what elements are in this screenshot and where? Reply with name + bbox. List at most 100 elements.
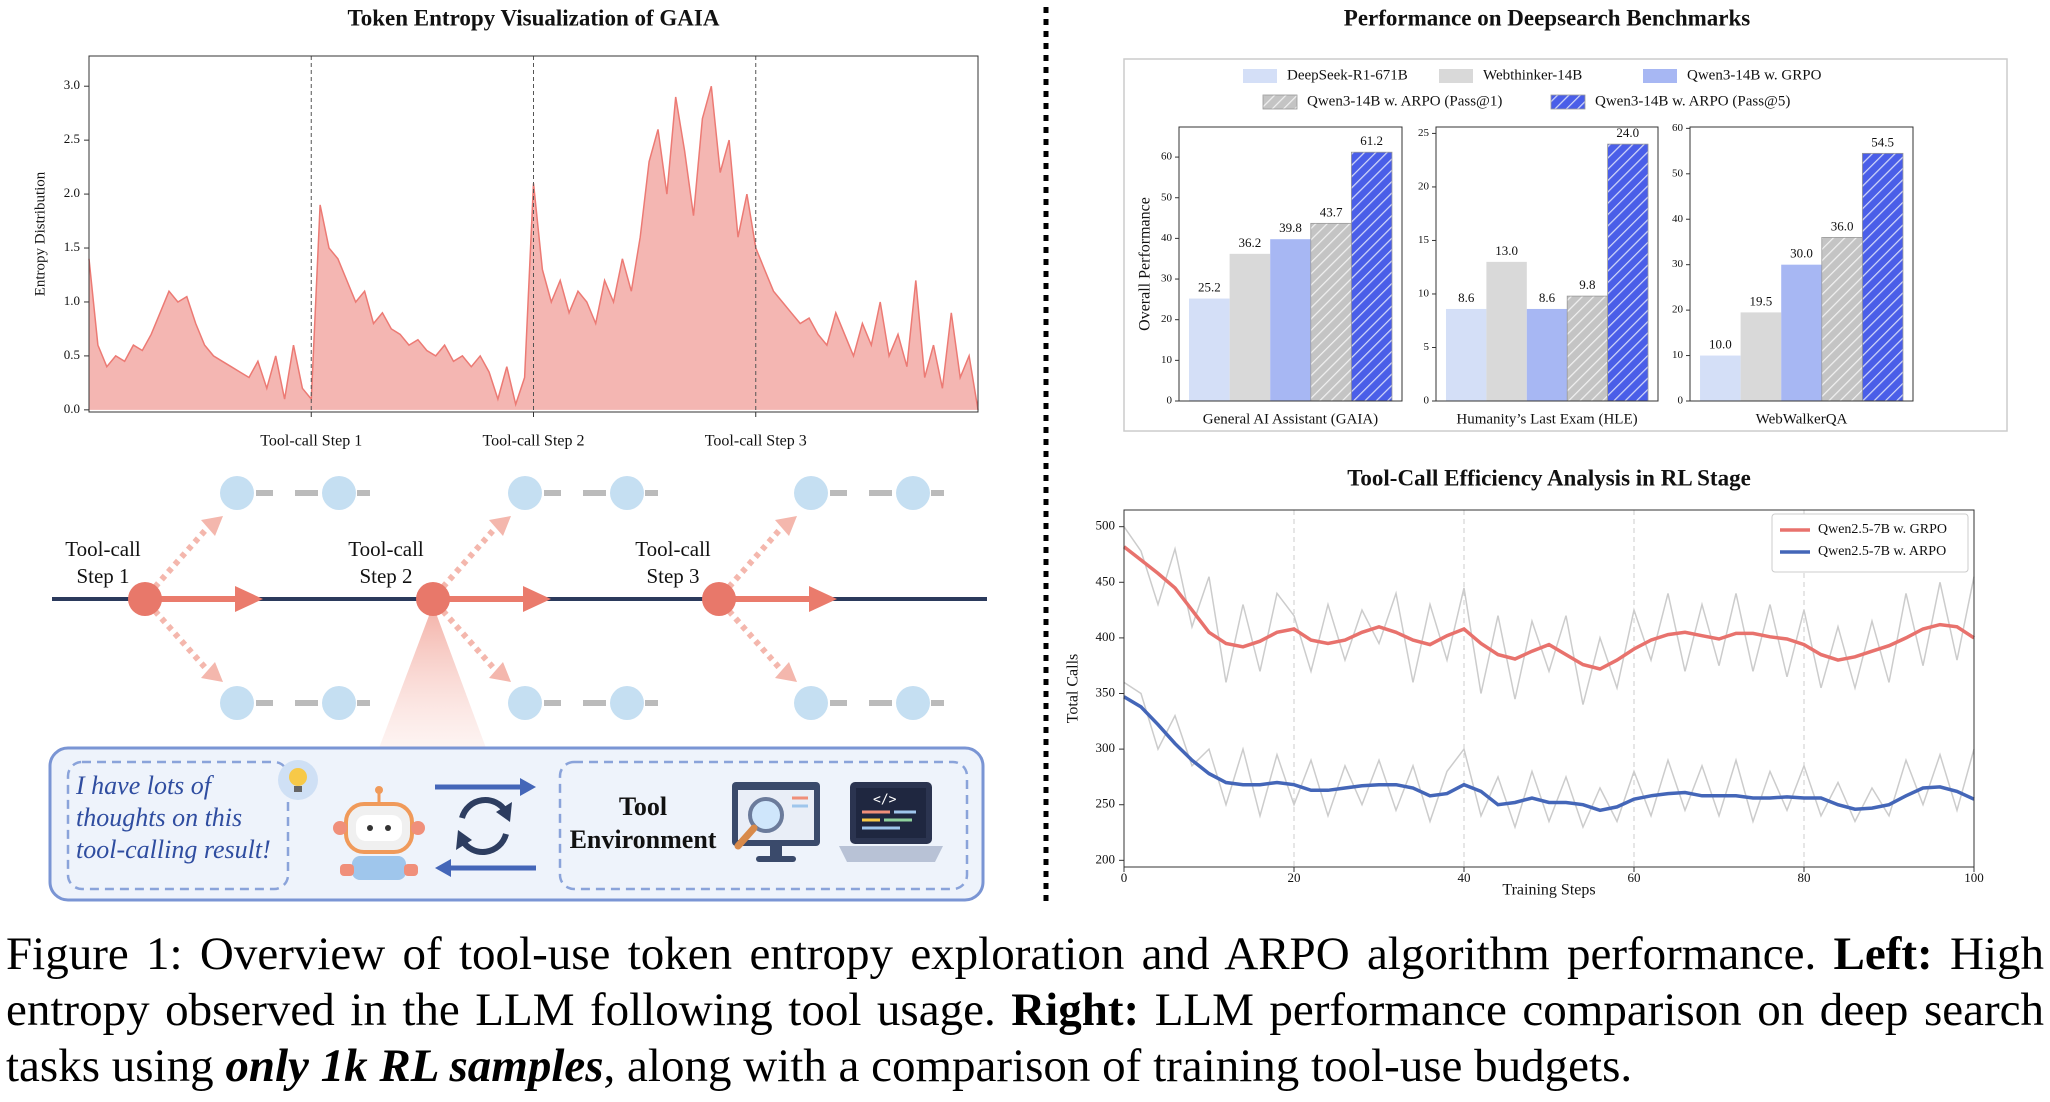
raw-line: [1123, 681, 1975, 830]
y-tick-label: 60: [1672, 122, 1684, 134]
y-tick-label: 25: [1418, 127, 1430, 139]
y-tick-label: 0: [1424, 395, 1430, 407]
tool-call-node: [416, 582, 450, 616]
candidate-node: [896, 686, 930, 720]
bar-value-label: 30.0: [1790, 246, 1813, 261]
y-tick-label: 1.0: [64, 293, 80, 308]
bar: [1781, 264, 1822, 401]
cycle-head: [496, 802, 512, 822]
candidate-node: [610, 476, 644, 510]
x-category-label: WebWalkerQA: [1756, 411, 1848, 427]
chart-title: Tool-Call Efficiency Analysis in RL Stag…: [1347, 465, 1751, 490]
legend-label: Qwen3-14B w. ARPO (Pass@1): [1307, 93, 1502, 109]
smooth-line: [1123, 695, 1975, 813]
environment-box: [558, 760, 969, 891]
branch-arrow: [440, 609, 500, 674]
bulb: [289, 768, 307, 786]
bar: [1740, 312, 1782, 401]
bar-value-label: 8.6: [1539, 290, 1556, 305]
y-tick-label: 30: [1161, 273, 1173, 285]
candidate-node: [794, 476, 828, 510]
cycle-bottom: [459, 833, 509, 855]
y-tick-label: 250: [1096, 796, 1116, 811]
bar-value-label: 36.2: [1239, 235, 1262, 250]
bar-value-label: 61.2: [1360, 133, 1383, 148]
code-laptop: </>: [839, 782, 943, 862]
caption: Figure 1: Overview of tool-use token ent…: [6, 926, 2044, 1094]
bar: [1566, 295, 1609, 402]
bar-value-label: 24.0: [1616, 125, 1639, 140]
step-arrowhead: [809, 586, 837, 612]
focus-cone: [379, 605, 486, 748]
legend-box: [1771, 513, 1969, 573]
x-category-label: General AI Assistant (GAIA): [1203, 411, 1378, 427]
legend-label: Qwen3-14B w. ARPO (Pass@5): [1595, 93, 1790, 109]
legend-label: DeepSeek-R1-671B: [1287, 67, 1408, 83]
chart-title: Token Entropy Visualization of GAIA: [348, 5, 720, 30]
send-arrowhead: [520, 778, 536, 796]
y-tick-label: 10: [1672, 349, 1684, 361]
tool-call-node: [128, 582, 162, 616]
candidate-node: [322, 686, 356, 720]
bar: [1526, 308, 1568, 401]
step-label: Tool-call Step 2: [348, 537, 424, 588]
y-tick-label: 10: [1418, 288, 1430, 300]
bar-value-label: 8.6: [1458, 290, 1475, 305]
y-tick-label: 0.0: [64, 401, 80, 416]
x-tick-label: 80: [1798, 870, 1811, 885]
y-tick-label: 5: [1424, 341, 1430, 353]
robot: [333, 786, 425, 880]
x-tick-label: 60: [1628, 870, 1641, 885]
y-tick-label: 500: [1096, 518, 1116, 533]
thought-box: [66, 760, 290, 891]
bar: [1445, 308, 1487, 401]
y-tick-label: 10: [1161, 354, 1173, 366]
x-tick-label: Tool-call Step 2: [483, 433, 585, 450]
bar-value-label: 25.2: [1198, 280, 1221, 295]
svg-text:</>: </>: [873, 793, 897, 808]
branch-arrow: [152, 609, 212, 674]
branch-arrowhead: [775, 516, 797, 536]
legend-label: Webthinker-14B: [1483, 67, 1582, 83]
cycle-head: [456, 830, 472, 850]
y-axis-label: Entropy Distribution: [32, 171, 48, 296]
y-tick-label: 400: [1096, 629, 1116, 644]
caption-part: Figure 1: Overview of tool-use token ent…: [6, 928, 1834, 980]
branch-arrow: [440, 524, 500, 589]
legend-label: Qwen2.5-7B w. ARPO: [1818, 544, 1946, 559]
bar-value-label: 43.7: [1320, 204, 1343, 219]
y-tick-label: 30: [1672, 258, 1684, 270]
branch-arrowhead: [489, 516, 511, 536]
caption-part: , along with a comparison of training to…: [603, 1040, 1633, 1092]
branches: [128, 476, 944, 720]
branch-arrowhead: [489, 662, 511, 682]
step-arrowhead: [235, 586, 263, 612]
y-tick-label: 15: [1418, 234, 1430, 246]
plot-frame: [1123, 509, 1975, 868]
bar: [1700, 355, 1741, 401]
panel-frame: [1689, 126, 1914, 402]
candidate-node: [508, 476, 542, 510]
chart-title: Performance on Deepsearch Benchmarks: [1344, 5, 1751, 30]
x-category-label: Humanity’s Last Exam (HLE): [1456, 411, 1637, 427]
step-arrowhead: [523, 586, 551, 612]
x-tick-label: 40: [1458, 870, 1471, 885]
panel-frame: [1178, 126, 1403, 402]
legend-swatch: [1439, 69, 1473, 83]
x-tick-label: 100: [1964, 870, 1984, 885]
legend-swatch: [1550, 94, 1586, 110]
caption-part: High entropy observed in the LLM followi…: [6, 928, 2044, 1036]
bar: [1821, 237, 1863, 402]
candidate-node: [508, 686, 542, 720]
x-tick-label: 0: [1121, 870, 1128, 885]
diagram: </>: [48, 476, 987, 902]
bar: [1861, 152, 1904, 402]
legend-swatch: [1243, 69, 1277, 83]
bar: [1229, 253, 1271, 401]
legend-swatch: [1262, 94, 1298, 110]
y-tick-label: 20: [1672, 304, 1684, 316]
y-tick-label: 40: [1161, 232, 1173, 244]
branch-arrowhead: [201, 662, 223, 682]
bar-value-label: 39.8: [1279, 220, 1302, 235]
